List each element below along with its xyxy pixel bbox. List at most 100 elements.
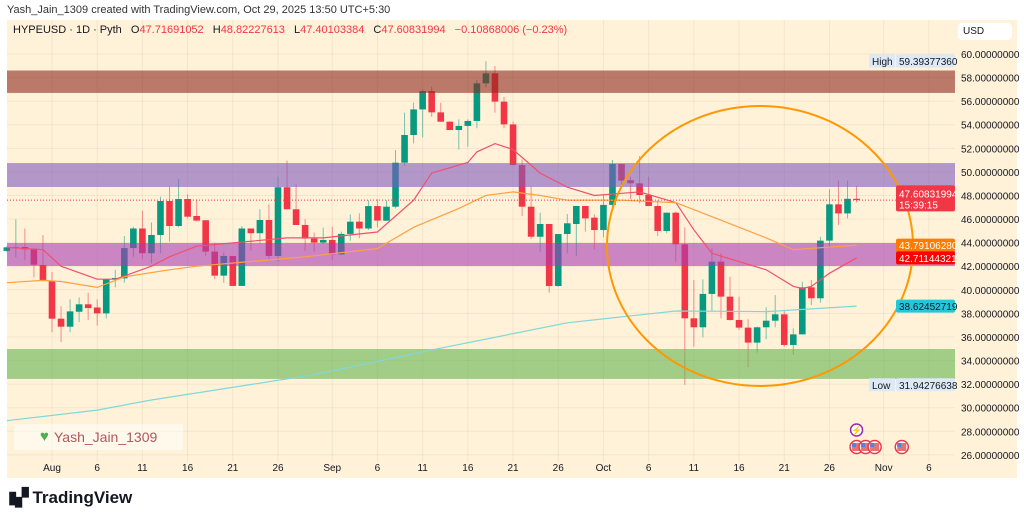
- last-price-label: 47.60831994: [899, 189, 958, 200]
- candle-body: [744, 327, 752, 343]
- candle: [699, 279, 707, 338]
- high-label: H: [212, 24, 221, 36]
- candle-body: [310, 238, 318, 243]
- time-tick-label: 11: [689, 463, 700, 474]
- high-tag: High: [872, 57, 893, 68]
- low-price-label: 31.94276638: [899, 381, 958, 392]
- candle-body: [573, 205, 580, 225]
- candle: [762, 307, 770, 340]
- time-tick-label: Sep: [323, 463, 341, 474]
- candle: [826, 189, 833, 249]
- candle: [410, 102, 417, 144]
- tradingview-logo[interactable]: ▮▞ TradingView: [8, 488, 132, 508]
- candle: [735, 296, 743, 331]
- price-tick-label: 26.00000000: [961, 451, 1020, 462]
- candle-body: [410, 109, 417, 135]
- candle-body: [473, 83, 481, 121]
- time-tick-label: 26: [553, 463, 565, 474]
- candle-body: [708, 261, 716, 294]
- candle: [193, 199, 200, 222]
- candle-body: [356, 221, 363, 229]
- candle: [419, 89, 426, 138]
- price-tick-label: 32.00000000: [961, 380, 1020, 391]
- candle: [383, 200, 390, 221]
- low-value: 47.40103384: [300, 24, 365, 36]
- candle-body: [527, 206, 535, 237]
- candle: [600, 195, 607, 238]
- candle: [690, 280, 698, 347]
- candle-body: [455, 125, 463, 131]
- time-tick-label: 21: [227, 463, 239, 474]
- moving-average-line: [6, 142, 857, 290]
- candle-body: [672, 212, 680, 245]
- time-tick-label: 11: [137, 463, 148, 474]
- time-tick-label: 16: [462, 463, 474, 474]
- price-tick-label: 60.00000000: [961, 50, 1020, 61]
- candle-body: [826, 204, 833, 241]
- candle-body: [184, 199, 191, 217]
- candle-body: [166, 201, 173, 227]
- candle-body: [500, 101, 508, 125]
- time-tick-label: 26: [272, 463, 284, 474]
- orange-ma-label-bg: [896, 238, 955, 252]
- candle: [437, 102, 445, 122]
- candle: [75, 297, 83, 322]
- price-tick-label: 38.00000000: [961, 309, 1020, 320]
- candle: [48, 272, 56, 333]
- chart-credit: Yash_Jain_1309 created with TradingView.…: [7, 4, 391, 16]
- candle-body: [762, 320, 770, 328]
- price-zone: [7, 163, 955, 187]
- candle: [753, 326, 761, 353]
- candle-body: [301, 224, 309, 239]
- high-price-label-bg: [896, 54, 955, 68]
- price-labels: High 59.39377360 Low 31.94276638 47.60831994…: [869, 54, 958, 392]
- candle-body: [202, 220, 209, 252]
- candle: [808, 280, 815, 306]
- candle-body: [464, 120, 472, 126]
- candle-body: [265, 220, 273, 256]
- candle-body: [274, 187, 282, 256]
- flag-canton: [897, 443, 902, 447]
- candle-body: [591, 217, 598, 231]
- candle: [509, 121, 517, 166]
- price-tick-label: 34.00000000: [961, 357, 1020, 368]
- time-tick-label: 16: [733, 463, 745, 474]
- candle-body: [681, 244, 689, 319]
- high-tag-bg: [869, 54, 895, 68]
- moving-average-line: [6, 191, 857, 289]
- low-tag-bg: [869, 378, 895, 392]
- candle-body: [175, 199, 182, 227]
- currency-button[interactable]: USD: [958, 23, 1012, 40]
- candle-body: [654, 205, 661, 231]
- candle-body: [383, 206, 390, 221]
- candle-body: [48, 280, 56, 319]
- candle: [365, 200, 372, 231]
- candle-body: [600, 204, 607, 231]
- symbol-name[interactable]: HYPEUSD · 1D · Pyth: [13, 24, 122, 36]
- high-value: 48.82227613: [220, 24, 285, 36]
- time-tick-label: 21: [779, 463, 791, 474]
- moving-averages: [6, 142, 857, 422]
- price-tick-label: 52.00000000: [961, 144, 1020, 155]
- candle-body: [93, 307, 101, 314]
- price-tick-label: 58.00000000: [961, 74, 1020, 85]
- time-tick-label: Nov: [875, 463, 893, 474]
- candle-body: [817, 240, 824, 299]
- symbol-legend[interactable]: HYPEUSD · 1D · Pyth O47.71691052 H48.822…: [13, 24, 567, 36]
- candle-body: [645, 195, 652, 206]
- candle-body: [636, 183, 643, 196]
- candle: [256, 209, 264, 244]
- candle-body: [139, 228, 146, 254]
- candle-body: [563, 223, 571, 235]
- price-tick-label: 40.00000000: [961, 286, 1020, 297]
- candle-body: [419, 91, 426, 110]
- candle-body: [808, 287, 815, 299]
- candle: [654, 199, 661, 236]
- candle-body: [84, 304, 92, 309]
- candle-body: [663, 212, 671, 231]
- price-tick-label: 56.00000000: [961, 97, 1020, 108]
- candle: [500, 96, 508, 129]
- candle-body: [726, 296, 734, 320]
- candle-body: [256, 220, 264, 234]
